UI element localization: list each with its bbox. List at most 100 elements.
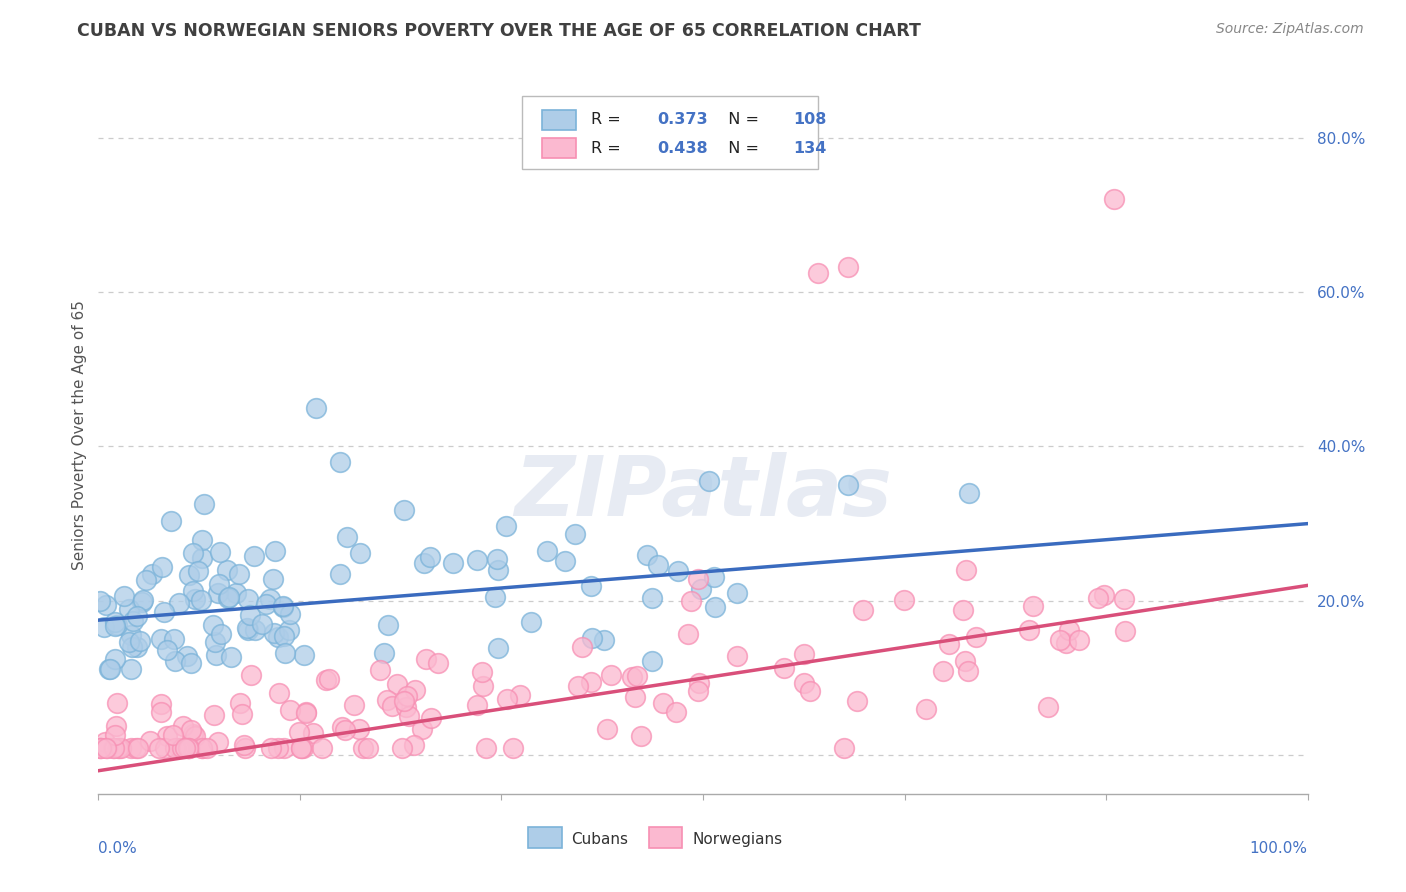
Point	[238, 592, 260, 607]
Point	[1049, 633, 1071, 648]
Point	[167, 596, 190, 610]
Point	[160, 514, 183, 528]
Point	[467, 553, 489, 567]
Point	[626, 669, 648, 683]
Point	[169, 740, 191, 755]
Point	[191, 740, 214, 755]
Point	[96, 599, 118, 613]
Point	[475, 740, 498, 755]
Point	[641, 591, 664, 606]
Point	[262, 572, 284, 586]
Point	[180, 723, 202, 737]
Point	[292, 740, 315, 755]
Point	[273, 629, 295, 643]
Point	[837, 260, 859, 275]
Point	[956, 664, 979, 678]
FancyBboxPatch shape	[543, 138, 576, 159]
Point	[162, 728, 184, 742]
Point	[1059, 624, 1081, 638]
Point	[773, 660, 796, 674]
Point	[225, 586, 247, 600]
Point	[893, 592, 915, 607]
Point	[725, 586, 748, 600]
Point	[343, 698, 366, 712]
Point	[271, 600, 294, 615]
Point	[484, 590, 506, 604]
Point	[231, 706, 253, 721]
Point	[375, 693, 398, 707]
Point	[236, 621, 259, 635]
Y-axis label: Seniors Poverty Over the Age of 65: Seniors Poverty Over the Age of 65	[72, 300, 87, 570]
Point	[333, 723, 356, 738]
Point	[837, 478, 859, 492]
Point	[181, 727, 204, 741]
Point	[579, 579, 602, 593]
Point	[190, 593, 212, 607]
Text: 0.438: 0.438	[657, 141, 707, 156]
Point	[1102, 192, 1125, 206]
Point	[217, 591, 239, 606]
Point	[204, 634, 226, 648]
Point	[122, 614, 145, 628]
Point	[187, 565, 209, 579]
Point	[509, 688, 531, 702]
Point	[295, 706, 318, 721]
Point	[385, 677, 408, 691]
Point	[294, 648, 316, 663]
Point	[441, 556, 464, 570]
Point	[233, 740, 256, 755]
Point	[103, 740, 125, 755]
Point	[952, 603, 974, 617]
Text: 108: 108	[794, 112, 827, 128]
Point	[267, 630, 290, 644]
Point	[90, 740, 112, 755]
FancyBboxPatch shape	[648, 827, 682, 848]
Point	[205, 648, 228, 662]
Point	[330, 720, 353, 734]
Point	[217, 563, 239, 577]
Point	[391, 740, 413, 755]
Point	[1112, 591, 1135, 606]
Text: R =: R =	[591, 112, 626, 128]
Point	[305, 401, 328, 415]
Point	[352, 740, 374, 755]
Point	[278, 623, 301, 637]
Point	[103, 740, 125, 755]
Point	[1022, 599, 1045, 613]
Point	[165, 740, 187, 755]
Point	[799, 683, 821, 698]
Point	[567, 679, 589, 693]
Point	[641, 654, 664, 668]
Point	[957, 485, 980, 500]
Point	[139, 734, 162, 748]
Point	[315, 673, 337, 688]
Point	[851, 602, 873, 616]
Point	[647, 558, 669, 573]
Point	[96, 740, 118, 755]
Point	[486, 552, 509, 566]
Point	[179, 740, 201, 755]
Point	[938, 636, 960, 650]
Point	[108, 740, 131, 755]
Point	[131, 595, 153, 609]
Point	[242, 549, 264, 563]
Point	[263, 544, 285, 558]
Text: Cubans: Cubans	[571, 831, 628, 847]
Point	[302, 726, 325, 740]
Point	[105, 697, 128, 711]
Point	[156, 730, 179, 744]
Point	[135, 573, 157, 587]
Point	[404, 738, 426, 752]
Point	[465, 698, 488, 713]
Point	[703, 570, 725, 584]
Point	[392, 502, 415, 516]
Point	[250, 617, 273, 632]
Point	[1092, 588, 1115, 602]
Point	[259, 592, 281, 607]
Point	[148, 740, 170, 755]
Point	[932, 664, 955, 678]
Point	[688, 676, 710, 690]
Point	[290, 740, 312, 755]
Point	[218, 590, 240, 604]
Point	[181, 546, 204, 560]
